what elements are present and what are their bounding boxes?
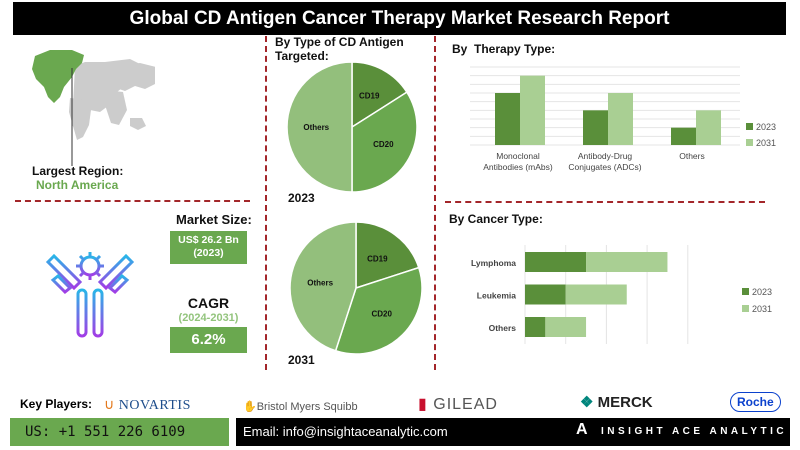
bar-2023 [525,252,587,272]
largest-region-value: North America [36,178,119,192]
category-label: Others [679,151,705,161]
bar-2023 [583,110,608,145]
phone-number[interactable]: US: +1 551 226 6109 [10,418,229,446]
divider [265,36,267,370]
bar-2031 [696,110,721,145]
therapy-bar-chart [470,66,740,146]
pie-label: CD19 [359,92,380,101]
category-label: Lymphoma [471,258,516,268]
bar-2031 [520,75,545,145]
merck-logo: ❖ MERCK [580,394,653,411]
legend-2031: 2031 [746,138,776,148]
cancer-chart-title: By Cancer Type: [449,212,543,226]
divider [445,201,765,203]
therapy-chart-title: By Therapy Type: [452,42,556,56]
pie-slice-cd19 [355,221,420,290]
footer-bar: Email: info@insightaceanalytic.com A INS… [236,418,790,446]
report-title: Global CD Antigen Cancer Therapy Market … [13,2,786,35]
cancer-bar-chart: Lymphoma Leukemia Others [471,245,689,344]
antibody-icon [45,252,135,338]
market-size-label: Market Size: [176,212,252,227]
gilead-logo: ▮ GILEAD [418,396,498,413]
market-size-value: US$ 26.2 Bn [178,234,239,246]
bar-2031 [565,284,627,305]
legend-2023: 2023 [742,287,772,297]
pie-label: CD20 [373,140,394,149]
pie-slice-others [289,221,357,352]
cagr-label: CAGR [187,295,230,311]
legend-2031: 2031 [742,304,772,314]
bar-2023 [525,284,566,305]
bms-logo: ✋Bristol Myers Squibb [243,401,358,413]
key-players-label: Key Players: [20,397,93,411]
largest-region-label: Largest Region: [32,164,124,178]
bar-2023 [671,127,696,145]
pie-slice-cd19 [351,61,408,129]
divider [434,36,436,370]
category-label: Others [489,323,517,333]
pie-label: Others [307,278,333,287]
pie-label: Others [303,123,329,132]
bar-2023 [525,317,546,337]
pie-chart-2031: CD19 CD20 Others [289,221,423,355]
category-label: Monoclonal Antibodies (mAbs) [483,151,553,172]
bar-2031 [608,93,633,145]
cagr-value: 6.2% [170,327,247,353]
market-size-year: (2023) [193,247,224,259]
pie-label: CD19 [367,255,388,264]
antigen-chart-title: By Type of CD Antigen Targeted: [275,35,404,63]
world-map [32,50,155,166]
pie-label: CD20 [371,310,392,319]
pie-year-2023: 2023 [288,191,315,205]
email-link[interactable]: Email: info@insightaceanalytic.com [243,424,448,439]
market-size-box: US$ 26.2 Bn (2023) [170,231,247,264]
pie-slice-cd20 [334,266,423,355]
cagr-period: (2024-2031) [178,312,239,324]
novartis-logo: ∪ NOVARTIS [104,398,191,413]
brand-name: INSIGHT ACE ANALYTIC [601,426,788,437]
roche-logo: Roche [730,392,781,412]
bar-2031 [545,317,587,337]
pie-slice-others [286,61,353,193]
category-label: Leukemia [477,291,516,301]
category-label: Antibody-Drug Conjugates (ADCs) [568,151,642,172]
legend-2023: 2023 [746,122,776,132]
insightace-logo-icon: A [576,421,588,438]
bar-2023 [495,93,520,145]
pie-slice-cd20 [351,91,418,193]
pie-chart-2023: CD19 CD20 Others [286,61,418,193]
pie-year-2031: 2031 [288,353,315,367]
bar-2031 [586,252,668,272]
divider [15,200,250,202]
